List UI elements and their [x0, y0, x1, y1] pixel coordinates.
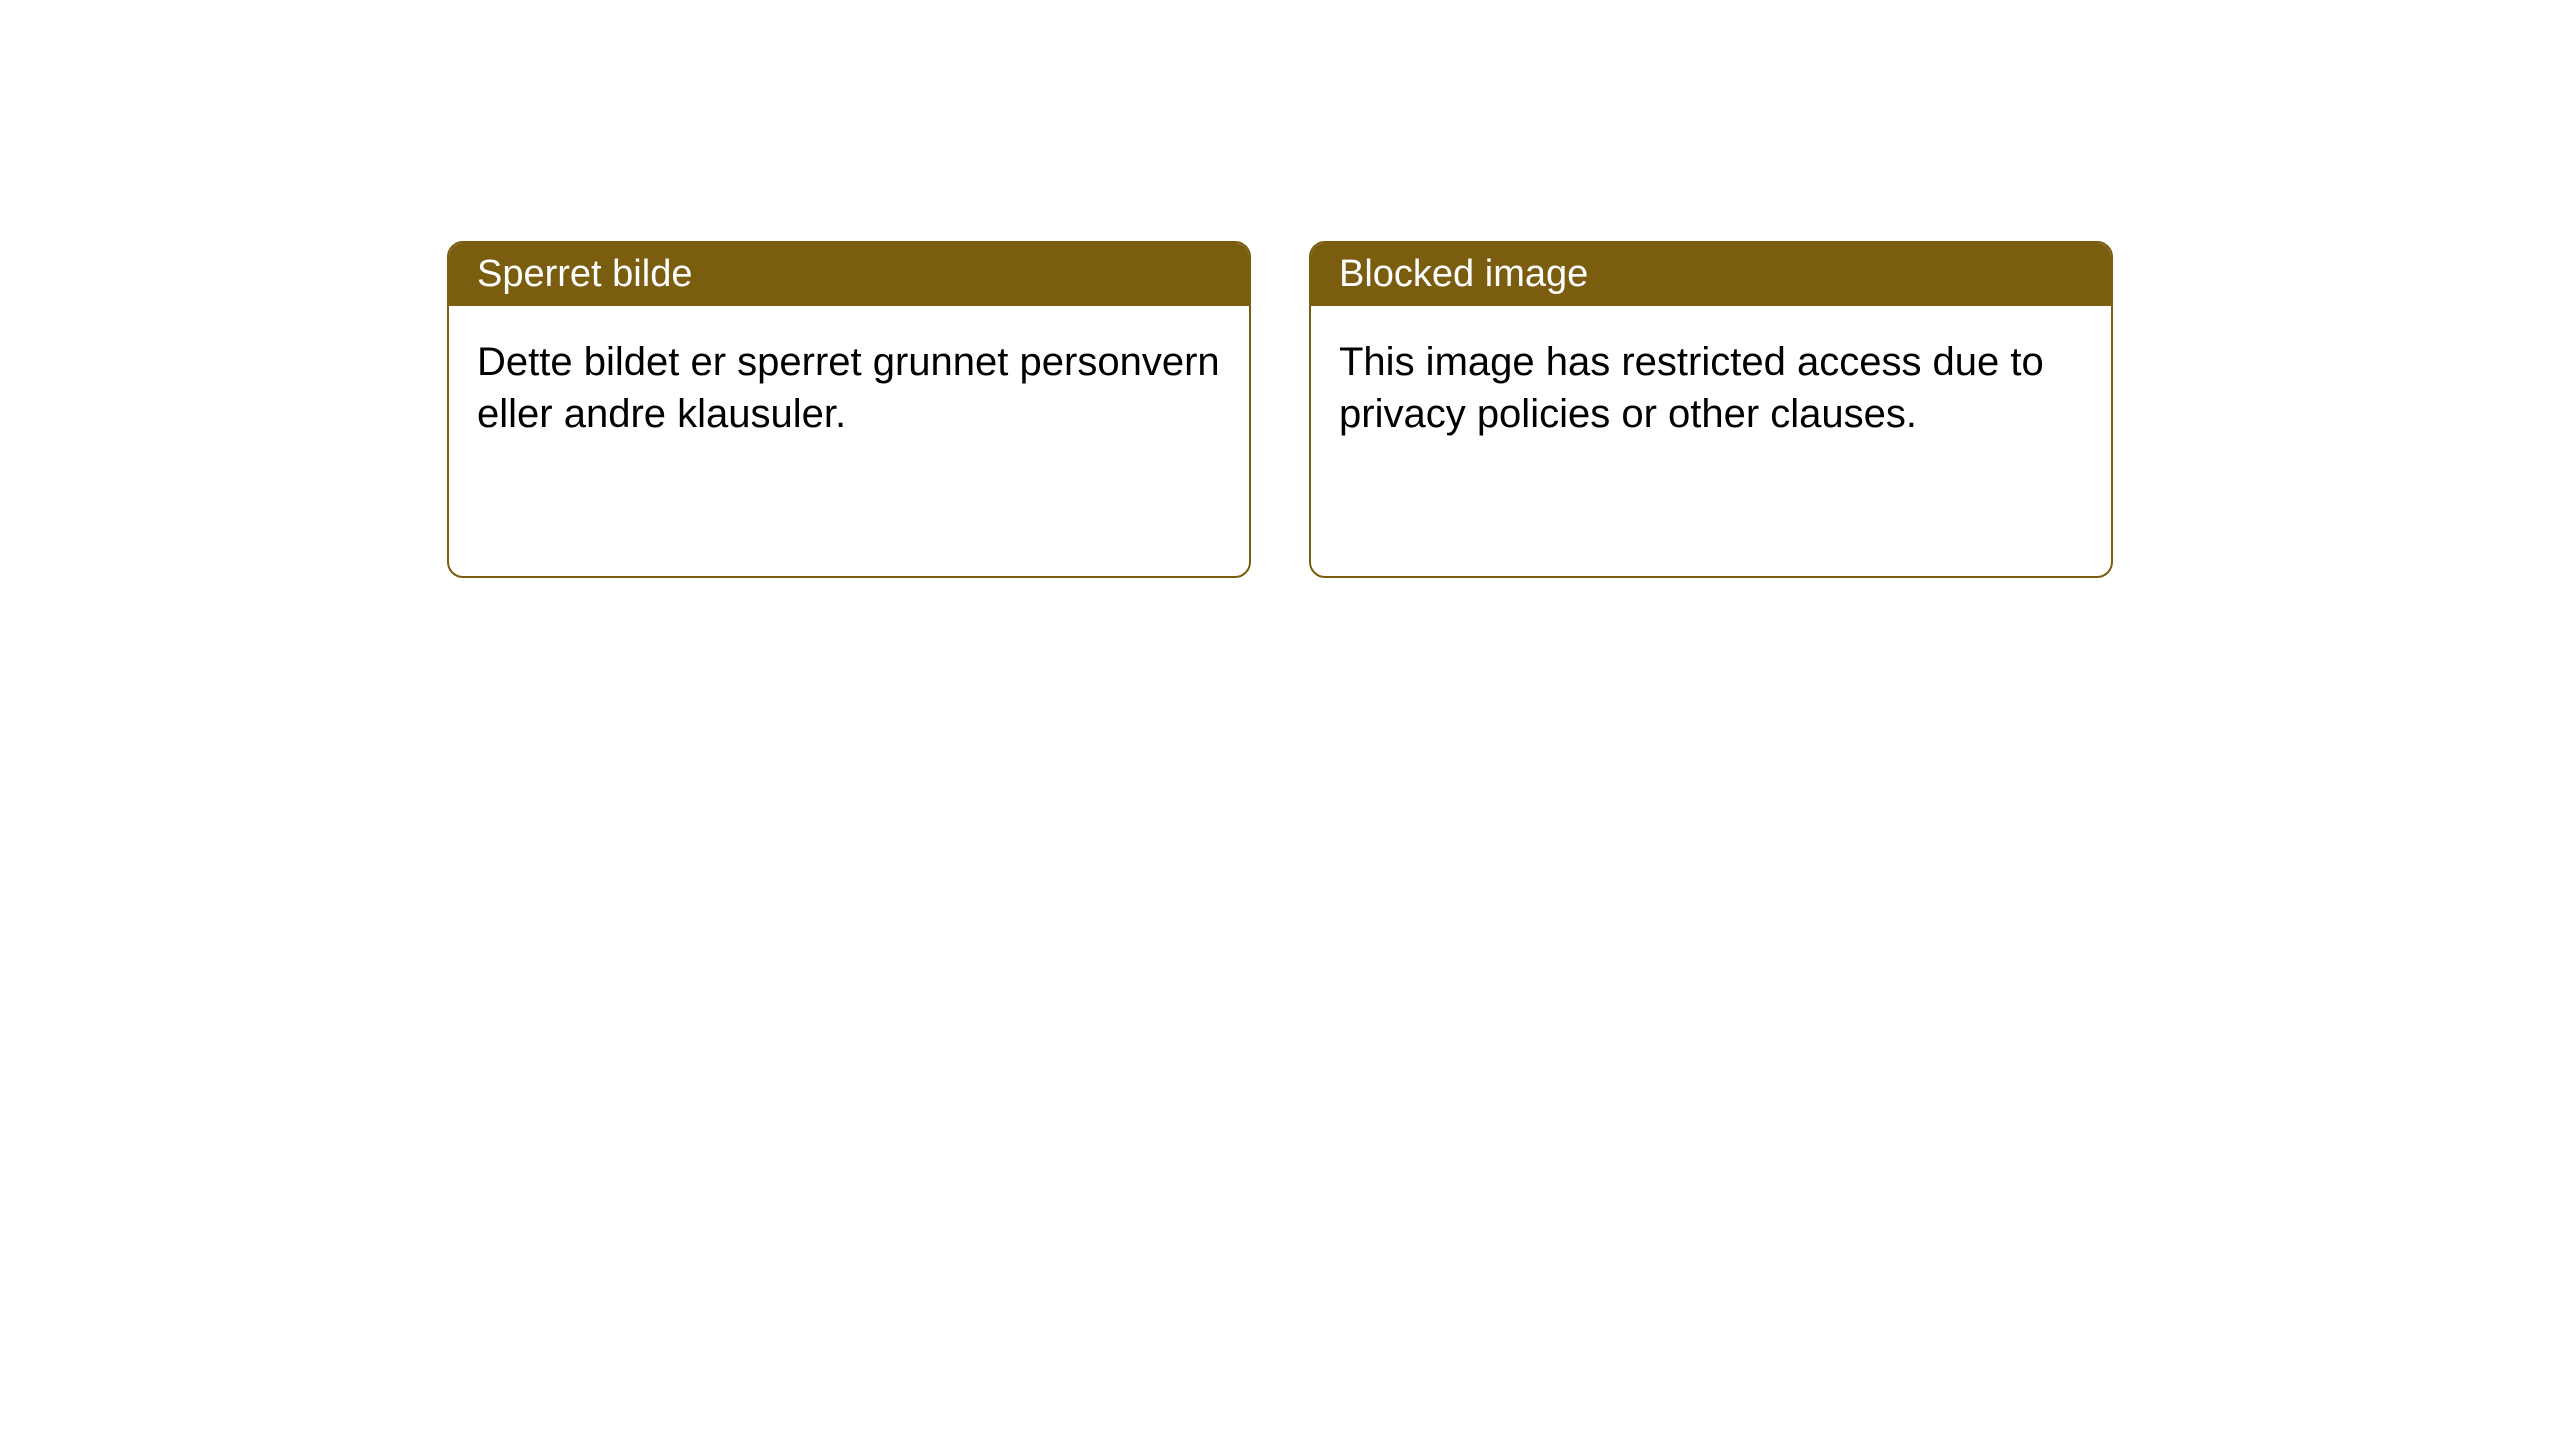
panel-english: Blocked image This image has restricted …: [1309, 241, 2113, 578]
panel-title: Blocked image: [1311, 243, 2111, 306]
panel-message: This image has restricted access due to …: [1311, 306, 2111, 576]
panel-norwegian: Sperret bilde Dette bildet er sperret gr…: [447, 241, 1251, 578]
panel-title: Sperret bilde: [449, 243, 1249, 306]
blocked-image-panels: Sperret bilde Dette bildet er sperret gr…: [447, 241, 2113, 578]
panel-message: Dette bildet er sperret grunnet personve…: [449, 306, 1249, 576]
